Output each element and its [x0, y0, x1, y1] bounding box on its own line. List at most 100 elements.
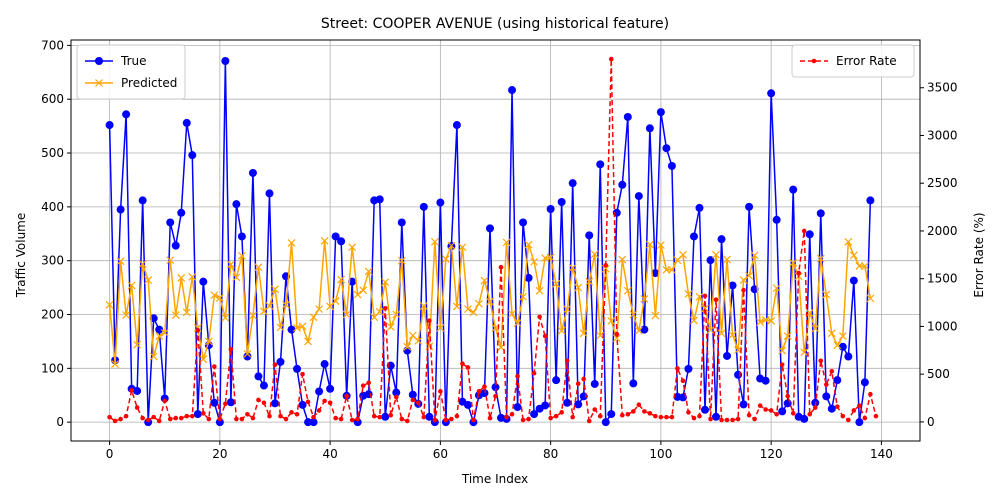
data-point-predicted [745, 271, 754, 280]
data-point-error-rate [746, 412, 752, 418]
y-right-tick-label: 500 [927, 367, 950, 381]
x-tick-label: 120 [760, 447, 783, 461]
data-point-true [805, 230, 814, 239]
data-point-error-rate [245, 411, 250, 417]
data-point-error-rate [465, 365, 471, 370]
data-point-true [188, 151, 197, 160]
data-point-true [640, 325, 649, 334]
data-point-error-rate [559, 410, 564, 415]
data-point-predicted [833, 341, 842, 350]
data-point-error-rate [217, 416, 223, 422]
legend-marker [95, 57, 103, 65]
data-point-predicted [656, 241, 665, 249]
data-point-true [623, 112, 632, 121]
data-point-true [541, 401, 550, 410]
data-point-error-rate [592, 407, 598, 412]
data-point-predicted [276, 323, 285, 332]
data-point-error-rate [316, 408, 322, 413]
data-point-predicted [723, 255, 731, 264]
y-right-tick-label: 3500 [927, 81, 958, 95]
data-point-predicted [706, 326, 715, 335]
legend-marker [95, 79, 103, 87]
data-point-error-rate [697, 413, 702, 419]
data-point-error-rate [283, 416, 289, 422]
data-point-predicted [579, 329, 588, 338]
data-point-predicted [827, 329, 836, 338]
plot-frame [70, 39, 921, 442]
y-tick-label: 200 [41, 308, 64, 322]
data-point-predicted [419, 301, 428, 310]
data-point-error-rate [427, 318, 432, 324]
data-point-error-rate [416, 400, 421, 406]
data-point-true [844, 352, 853, 361]
data-point-predicted [271, 285, 279, 294]
data-point-error-rate [162, 398, 168, 404]
data-point-predicted [116, 257, 125, 266]
data-point-predicted [249, 311, 257, 320]
data-point-true [855, 418, 864, 427]
data-point-error-rate [366, 380, 372, 386]
data-point-error-rate [575, 381, 581, 387]
data-point-predicted [458, 243, 467, 252]
data-point-predicted [739, 276, 748, 284]
data-point-error-rate [228, 347, 234, 352]
y-right-tick-label: 2000 [927, 224, 958, 238]
data-point-error-rate [564, 358, 570, 364]
data-point-error-rate [619, 412, 625, 418]
x-axis-label: Time Index [461, 472, 528, 486]
data-point-error-rate [614, 331, 620, 337]
data-point-true [375, 195, 384, 204]
data-point-predicted [375, 307, 384, 316]
data-point-true [574, 400, 583, 409]
data-point-predicted [237, 251, 246, 260]
data-point-error-rate [509, 411, 515, 417]
data-point-true [833, 376, 842, 385]
data-point-predicted [469, 308, 478, 317]
data-point-predicted [188, 272, 197, 281]
data-point-predicted [772, 284, 781, 293]
y-axis-right-label: Error Rate (%) [972, 212, 986, 297]
data-point-predicted [728, 331, 737, 339]
data-point-true [105, 121, 114, 130]
data-point-true [381, 412, 390, 421]
data-point-predicted [701, 304, 709, 313]
data-point-true [513, 403, 522, 412]
data-point-true [590, 379, 599, 388]
y-right-tick-label: 1000 [927, 319, 958, 333]
data-point-predicted [265, 301, 274, 310]
data-point-error-rate [801, 228, 807, 234]
data-point-predicted [364, 267, 373, 276]
data-point-predicted [127, 281, 136, 290]
data-point-predicted [475, 299, 483, 308]
x-tick-label: 100 [649, 447, 672, 461]
data-point-predicted [502, 238, 511, 247]
data-point-error-rate [537, 314, 542, 320]
data-point-true [221, 56, 230, 65]
data-point-error-rate [713, 297, 719, 302]
data-point-error-rate [680, 378, 686, 384]
data-point-true [122, 110, 131, 119]
data-point-error-rate [360, 383, 366, 388]
data-point-error-rate [421, 414, 427, 420]
data-point-predicted [778, 346, 787, 355]
data-point-true [166, 218, 175, 227]
data-point-predicted [568, 263, 577, 272]
data-point-predicted [254, 263, 263, 272]
legend-marker [811, 58, 817, 64]
data-point-true [645, 124, 654, 133]
data-point-true [337, 237, 346, 246]
data-point-true [177, 208, 186, 217]
data-point-predicted [783, 332, 792, 340]
data-point-true [270, 399, 279, 408]
data-point-error-rate [642, 409, 647, 414]
data-point-predicted [464, 305, 472, 314]
data-point-error-rate [201, 411, 206, 416]
data-point-true [800, 414, 809, 423]
data-point-true [199, 277, 208, 286]
data-point-predicted [309, 313, 318, 322]
legend-left: True Predicted [76, 44, 186, 100]
data-point-predicted [607, 317, 616, 325]
data-point-error-rate [432, 417, 438, 423]
data-point-true [700, 405, 709, 414]
